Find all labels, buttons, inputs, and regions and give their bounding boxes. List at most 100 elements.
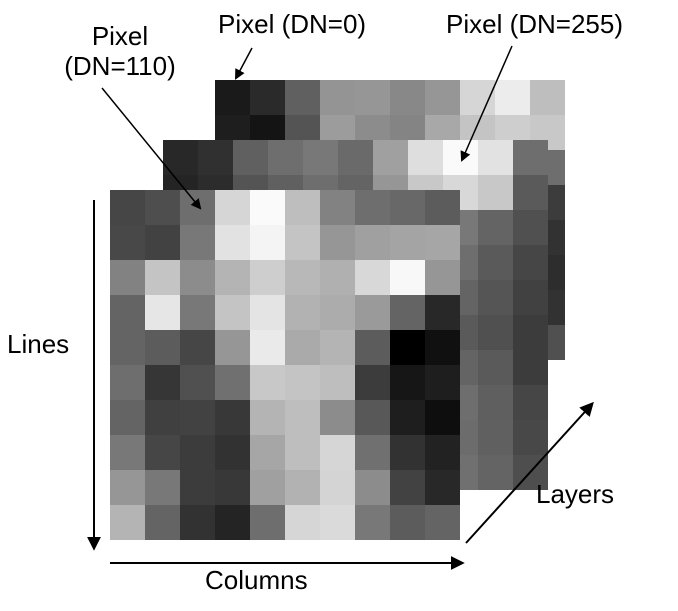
pixel-cell: [250, 400, 285, 435]
layers-label: Layers: [536, 479, 615, 509]
pixel-cell: [320, 190, 355, 225]
pixel-cell: [110, 225, 145, 260]
pixel-cell: [145, 260, 180, 295]
pixel-cell: [110, 330, 145, 365]
pixel-cell: [285, 330, 320, 365]
pixel-cell: [478, 140, 513, 175]
pixel-cell: [320, 260, 355, 295]
pixel-cell: [513, 350, 548, 385]
pixel-cell: [285, 260, 320, 295]
pixel-cell: [425, 295, 460, 330]
pixel-cell: [145, 365, 180, 400]
pixel-cell: [478, 280, 513, 315]
pixel-cell: [285, 435, 320, 470]
pixel-cell: [285, 295, 320, 330]
pixel-grid-layers: [110, 80, 565, 540]
pixel-cell: [513, 280, 548, 315]
pixel-110-label: Pixel (DN=110): [40, 21, 200, 82]
pixel-cell: [478, 210, 513, 245]
pixel-110-pointer: [101, 87, 202, 210]
pixel-cell: [355, 295, 390, 330]
pixel-cell: [390, 330, 425, 365]
pixel-cell: [513, 315, 548, 350]
pixel-cell: [320, 505, 355, 540]
pixel-cell: [285, 225, 320, 260]
layers-axis-arrow: [465, 401, 594, 544]
pixel-cell: [250, 365, 285, 400]
pixel-cell: [355, 80, 390, 115]
pixel-cell: [355, 505, 390, 540]
pixel-cell: [215, 365, 250, 400]
pixel-cell: [250, 470, 285, 505]
pixel-cell: [338, 140, 373, 175]
pixel-cell: [215, 295, 250, 330]
pixel-cell: [180, 295, 215, 330]
pixel-cell: [180, 470, 215, 505]
pixel-cell: [250, 295, 285, 330]
pixel-cell: [390, 435, 425, 470]
pixel-cell: [425, 400, 460, 435]
pixel-cell: [530, 80, 565, 115]
pixel-cell: [215, 330, 250, 365]
pixel-cell: [390, 505, 425, 540]
pixel-cell: [320, 225, 355, 260]
pixel-cell: [250, 330, 285, 365]
columns-label: Columns: [205, 565, 308, 595]
pixel-cell: [145, 225, 180, 260]
pixel-cell: [355, 330, 390, 365]
pixel-cell: [320, 330, 355, 365]
pixel-cell: [478, 420, 513, 455]
pixel-cell: [513, 175, 548, 210]
pixel-cell: [355, 365, 390, 400]
pixel-cell: [233, 140, 268, 175]
pixel-cell: [268, 140, 303, 175]
pixel-cell: [390, 365, 425, 400]
pixel-cell: [215, 260, 250, 295]
pixel-cell: [110, 505, 145, 540]
pixel-cell: [180, 435, 215, 470]
pixel-cell: [355, 260, 390, 295]
pixel-cell: [355, 470, 390, 505]
pixel-cell: [250, 505, 285, 540]
pixel-cell: [513, 245, 548, 280]
pixel-cell: [198, 140, 233, 175]
pixel-cell: [145, 470, 180, 505]
pixel-cell: [250, 190, 285, 225]
pixel-cell: [110, 400, 145, 435]
pixel-cell: [110, 435, 145, 470]
pixel-cell: [285, 190, 320, 225]
pixel-cell: [355, 435, 390, 470]
pixel-cell: [180, 330, 215, 365]
pixel-cell: [478, 245, 513, 280]
pixel-cell: [425, 505, 460, 540]
pixel-cell: [390, 190, 425, 225]
pixel-cell: [513, 385, 548, 420]
pixel-cell: [478, 315, 513, 350]
pixel-255-pointer: [460, 45, 513, 162]
pixel-cell: [478, 385, 513, 420]
pixel-cell: [355, 190, 390, 225]
pixel-cell: [320, 365, 355, 400]
pixel-cell: [215, 470, 250, 505]
pixel-cell: [250, 260, 285, 295]
pixel-cell: [478, 175, 513, 210]
pixel-cell: [110, 260, 145, 295]
pixel-cell: [285, 505, 320, 540]
pixel-cell: [145, 505, 180, 540]
pixel-cell: [478, 455, 513, 490]
pixel-cell: [390, 80, 425, 115]
pixel-cell: [513, 140, 548, 175]
pixel-cell: [180, 365, 215, 400]
pixel-cell: [390, 260, 425, 295]
pixel-cell: [215, 400, 250, 435]
lines-label: Lines: [7, 329, 70, 359]
pixel-cell: [390, 225, 425, 260]
pixel-cell: [285, 80, 320, 115]
pixel-cell: [215, 80, 250, 115]
pixel-cell: [180, 400, 215, 435]
pixel-110-label-line2: (DN=110): [64, 50, 176, 81]
pixel-cell: [180, 190, 215, 225]
pixel-cell: [513, 210, 548, 245]
